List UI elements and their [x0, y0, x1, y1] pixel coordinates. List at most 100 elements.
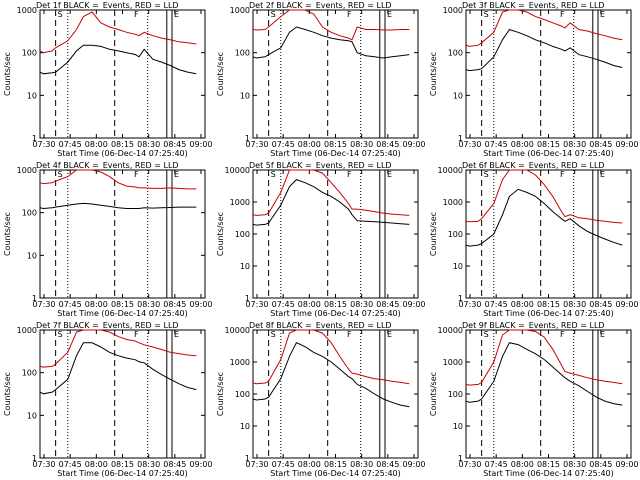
y-axis-label: Counts/sec	[429, 212, 438, 256]
series-line-events	[252, 26, 410, 59]
x-tick-label: 08:45	[589, 140, 612, 149]
x-axis-label: Start Time (06-Dec-14 07:25:40)	[270, 309, 401, 318]
y-tick-label: 1	[458, 134, 463, 143]
marker-label: F	[560, 170, 565, 179]
marker-label: E	[387, 170, 392, 179]
series-line-lld	[39, 169, 197, 190]
plot-frame	[465, 9, 632, 139]
x-tick-label: 08:00	[511, 300, 534, 309]
marker-label: S	[484, 330, 489, 339]
x-axis-label: Start Time (06-Dec-14 07:25:40)	[270, 469, 401, 478]
x-axis-label: Start Time (06-Dec-14 07:25:40)	[270, 149, 401, 158]
y-tick-label: 10	[27, 91, 37, 100]
y-tick-label: 1000	[230, 358, 250, 367]
series-line-events	[39, 342, 197, 395]
x-tick-label: 08:00	[298, 140, 321, 149]
x-tick-label: 07:30	[32, 460, 55, 469]
series-line-lld	[252, 169, 410, 216]
y-axis-label: Counts/sec	[3, 212, 12, 256]
marker-label: F	[134, 330, 139, 339]
x-axis-label: Start Time (06-Dec-14 07:25:40)	[57, 309, 188, 318]
y-tick-label: 1	[458, 294, 463, 303]
y-tick-label: 1000	[17, 166, 37, 175]
y-tick-label: 1	[245, 134, 250, 143]
y-tick-label: 1	[458, 454, 463, 463]
x-tick-label: 07:45	[485, 300, 508, 309]
x-axis-label: Start Time (06-Dec-14 07:25:40)	[483, 309, 614, 318]
y-tick-label: 100	[448, 390, 463, 399]
marker-label: E	[174, 170, 179, 179]
x-tick-label: 08:15	[324, 140, 347, 149]
marker-label: F	[347, 10, 352, 19]
x-tick-label: 08:15	[537, 460, 560, 469]
y-tick-label: 100	[448, 49, 463, 58]
x-tick-label: 08:00	[298, 460, 321, 469]
series-line-events	[465, 28, 623, 72]
x-tick-label: 07:45	[272, 300, 295, 309]
marker-label: S	[271, 170, 276, 179]
chart-title: Det 6f BLACK =_Events, RED = LLD	[462, 161, 605, 170]
chart-title: Det 5f BLACK =_Events, RED = LLD	[249, 161, 392, 170]
x-tick-label: 07:45	[59, 140, 82, 149]
y-axis-label: Counts/sec	[216, 372, 225, 416]
x-tick-label: 08:45	[376, 300, 399, 309]
chart-panel-6: Det 6f BLACK =_Events, RED = LLD 1 10 100 10…	[429, 161, 639, 318]
y-tick-label: 10	[453, 91, 463, 100]
x-tick-label: 08:45	[163, 460, 186, 469]
x-tick-label: 08:30	[563, 140, 586, 149]
x-tick-label: 07:30	[245, 300, 268, 309]
y-tick-label: 1000	[443, 6, 463, 15]
marker-label: E	[387, 10, 392, 19]
plot-frame	[252, 9, 419, 139]
marker-label: S	[484, 10, 489, 19]
x-tick-label: 08:30	[137, 460, 160, 469]
y-axis-label: Counts/sec	[216, 52, 225, 96]
marker-label: E	[387, 330, 392, 339]
y-tick-label: 1000	[443, 198, 463, 207]
x-tick-label: 08:30	[137, 140, 160, 149]
x-tick-label: 07:30	[245, 140, 268, 149]
y-tick-label: 1	[32, 294, 37, 303]
chart-panel-7: Det 7f BLACK =_Events, RED = LLD 1 10 100 10…	[3, 321, 213, 478]
x-tick-label: 07:45	[59, 300, 82, 309]
y-tick-label: 10	[27, 411, 37, 420]
plot-frame	[465, 329, 632, 459]
x-tick-label: 08:30	[350, 300, 373, 309]
y-tick-label: 1000	[230, 6, 250, 15]
series-line-lld	[465, 169, 623, 224]
chart-title: Det 9f BLACK =_Events, RED = LLD	[462, 321, 605, 330]
y-axis-label: Counts/sec	[216, 212, 225, 256]
x-tick-label: 09:00	[402, 300, 425, 309]
series-line-events	[39, 44, 197, 75]
y-tick-label: 10000	[438, 326, 463, 335]
x-tick-label: 08:45	[163, 140, 186, 149]
y-tick-label: 1000	[17, 6, 37, 15]
marker-label: E	[174, 10, 179, 19]
marker-label: E	[600, 330, 605, 339]
series-line-lld	[39, 11, 197, 54]
x-tick-label: 08:30	[350, 140, 373, 149]
marker-label: F	[134, 170, 139, 179]
chart-panel-5: Det 5f BLACK =_Events, RED = LLD 1 10 100 10…	[216, 161, 426, 318]
y-tick-label: 10	[240, 422, 250, 431]
y-axis-label: Counts/sec	[3, 52, 12, 96]
plot-frame	[465, 169, 632, 299]
marker-label: E	[174, 330, 179, 339]
series-line-events	[465, 188, 623, 247]
marker-label: S	[58, 330, 63, 339]
marker-label: S	[58, 170, 63, 179]
x-tick-label: 07:30	[32, 140, 55, 149]
y-tick-label: 100	[235, 390, 250, 399]
y-tick-label: 1	[32, 134, 37, 143]
x-tick-label: 07:45	[272, 140, 295, 149]
chart-panel-4: Det 4f BLACK =_Events, RED = LLD 1 10 100 10…	[3, 161, 213, 318]
chart-title: Det 8f BLACK =_Events, RED = LLD	[249, 321, 392, 330]
x-tick-label: 07:45	[485, 460, 508, 469]
chart-panel-9: Det 9f BLACK =_Events, RED = LLD 1 10 100 10…	[429, 321, 639, 478]
x-tick-label: 09:00	[402, 140, 425, 149]
y-tick-label: 1	[245, 454, 250, 463]
x-tick-label: 09:00	[402, 460, 425, 469]
x-tick-label: 08:00	[511, 460, 534, 469]
marker-label: S	[484, 170, 489, 179]
x-tick-label: 08:15	[324, 460, 347, 469]
